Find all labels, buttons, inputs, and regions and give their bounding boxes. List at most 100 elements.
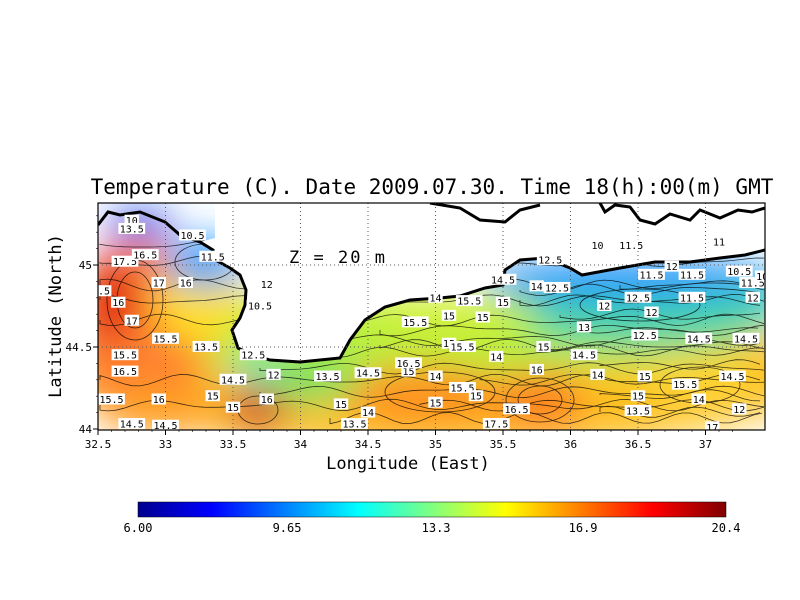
contour-label: 12 — [732, 403, 747, 416]
contour-label-bg — [428, 291, 443, 303]
contour-label-text: 14 — [429, 293, 441, 304]
x-tick-label: 35 — [429, 438, 442, 451]
contour-label: 16 — [151, 393, 166, 406]
x-axis: 32.5 33 33.5 34 34.5 35 35.5 36 36.5 37 — [85, 430, 733, 451]
contour-label: 13.5 — [341, 418, 368, 430]
contour-label-text: 13.5 — [626, 406, 650, 417]
contour-label: 10 — [755, 270, 768, 283]
contour-label-bg — [111, 255, 139, 267]
contour-label-bg — [576, 321, 592, 333]
contour-label: 15.5 — [401, 316, 429, 329]
contour-label: 18.5 — [98, 285, 112, 298]
contour-label-text: 11.5 — [639, 270, 663, 281]
contour-label: 15.5 — [671, 378, 699, 391]
contour-label-text: 14 — [693, 395, 705, 406]
contour-label: 12 — [597, 300, 612, 313]
contour-label: 14.5 — [489, 273, 517, 286]
contour-label: 13 — [576, 321, 592, 334]
contour-label-bg — [630, 390, 646, 402]
contour-label: 12 — [745, 291, 760, 304]
contour-label: 13.5 — [192, 341, 220, 354]
colorbar-tick-label: 9.65 — [273, 521, 302, 535]
x-axis-label: Longitude (East) — [326, 454, 490, 474]
x-tick-label: 34 — [294, 438, 308, 451]
coastline-azov — [429, 203, 541, 224]
contour-label-text: 14.5 — [221, 375, 245, 386]
contour-label-bg — [482, 418, 510, 430]
contour-label-bg — [719, 370, 746, 382]
contour-label-text: 10 — [756, 272, 768, 283]
x-tick-label: 33 — [159, 438, 172, 451]
contour-label: 11.5 — [199, 250, 227, 263]
contour-label-bg — [570, 349, 598, 361]
contour-label: 15 — [333, 398, 349, 411]
contour-label-bg — [449, 341, 476, 352]
contour-label-bg — [449, 382, 476, 393]
contour-label: 16 — [111, 296, 126, 309]
contour-label-bg — [401, 316, 429, 328]
contour-label: 12 — [644, 306, 659, 319]
contour-loop — [579, 288, 701, 322]
contour-label-text: 17.5 — [484, 420, 508, 431]
contour-label: 15 — [630, 390, 646, 403]
contour-label: 12.5 — [543, 281, 571, 294]
contour-label-bg — [178, 277, 193, 289]
contour-label-bg — [314, 370, 341, 382]
contour-label-bg — [152, 332, 179, 344]
contour-label-bg — [664, 260, 679, 272]
contour-label-text: 14.5 — [734, 334, 758, 345]
contour-label-bg — [98, 393, 125, 405]
contour-label-text: 14.5 — [153, 421, 177, 432]
contour-label: 14.5 — [118, 418, 146, 430]
contour-label-text: 15 — [227, 403, 239, 414]
contour-label-bg — [199, 250, 227, 262]
contour-label-bg — [644, 306, 659, 318]
contour-label-bg — [225, 401, 241, 413]
y-tick-label: 44 — [79, 423, 93, 436]
contour-label-bg — [637, 370, 652, 382]
contour-label-bg — [259, 278, 274, 290]
contour-label-bg — [489, 350, 504, 362]
contour-label-text: 15 — [537, 343, 549, 354]
contour-label-text: 14.5 — [687, 334, 711, 345]
contour-label-text: 13 — [578, 323, 590, 334]
contour-label: 11.5 — [638, 268, 665, 281]
contour-label-text: 12 — [666, 262, 678, 273]
contour-label-text: 15.5 — [403, 318, 427, 329]
contour-label-text: 14 — [362, 408, 374, 419]
contour-label-text: 17 — [706, 423, 718, 434]
contour-line — [259, 362, 765, 375]
contour-label-text: 11.5 — [741, 279, 765, 290]
contour-line — [619, 280, 765, 291]
contour-label-bg — [98, 285, 112, 297]
contour-label: 15.5 — [111, 349, 139, 362]
contour-label-text: 11.5 — [680, 293, 704, 304]
contour-label-text: 16.5 — [504, 405, 528, 416]
contour-label: 12.5 — [624, 291, 652, 304]
contour-label-bg — [118, 222, 146, 234]
contour-label: 13.5 — [118, 222, 146, 235]
contour-label: 15.5 — [455, 295, 483, 308]
contour-label-bg — [179, 229, 206, 241]
x-tick-label: 34.5 — [355, 438, 382, 451]
contour-label: 14.5 — [152, 419, 179, 432]
contour-line — [539, 344, 765, 357]
contour-label: 11 — [711, 236, 727, 249]
contour-label-bg — [495, 296, 511, 308]
coastline — [98, 210, 765, 364]
contour-label-bg — [354, 367, 382, 379]
contour-label-bg — [711, 236, 727, 248]
contour-label: 15 — [225, 401, 241, 414]
contour-label-bg — [111, 349, 139, 361]
contour-label-text: 12 — [645, 308, 657, 319]
contour-label: 15.5 — [449, 382, 476, 395]
contour-label-bg — [428, 396, 443, 408]
y-axis: 44 44.5 45 — [66, 215, 98, 436]
contour-label-text: 17 — [153, 279, 165, 290]
contour-line — [479, 373, 761, 386]
x-tick-label: 36.5 — [625, 438, 652, 451]
contour-label-text: 15 — [639, 372, 651, 383]
x-tick-label: 37 — [699, 438, 712, 451]
